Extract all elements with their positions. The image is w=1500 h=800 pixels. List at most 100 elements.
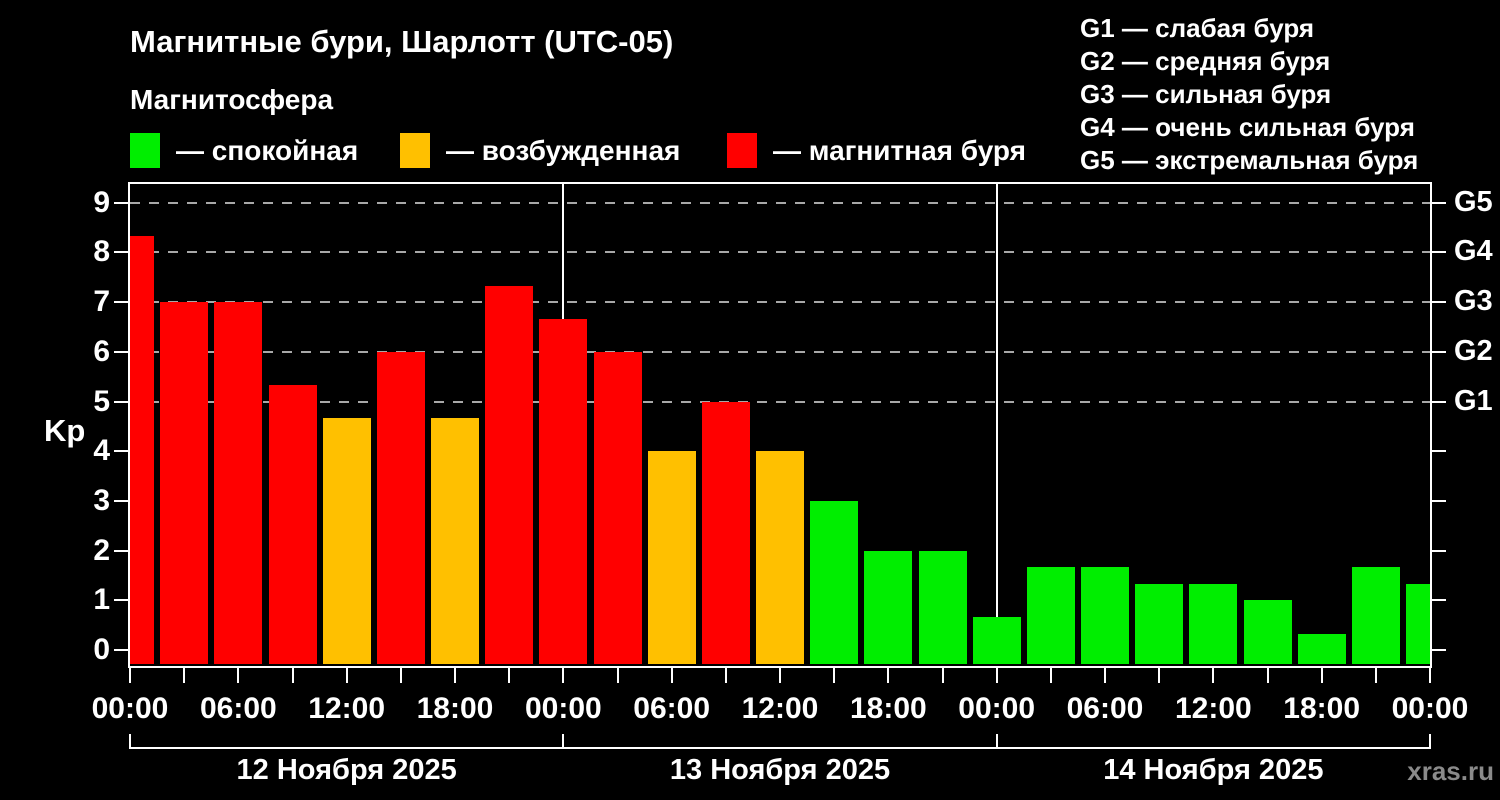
kp-bar — [1081, 567, 1129, 664]
kp-bar — [539, 318, 588, 664]
right-axis-tick — [1432, 350, 1446, 353]
page-title: Магнитные бури, Шарлотт (UTC-05) — [130, 24, 674, 59]
legend-label-storm: — магнитная буря — [773, 135, 1026, 166]
x-axis-tick — [399, 668, 402, 683]
y-axis-tick — [114, 649, 128, 651]
gridline — [130, 400, 1430, 403]
y-tick-label: 0 — [93, 633, 110, 666]
x-axis-tick — [291, 668, 294, 683]
kp-bar — [647, 451, 696, 664]
y-axis-tick — [114, 350, 128, 353]
right-axis-tick — [1432, 599, 1446, 602]
storm-color-swatch — [727, 133, 757, 168]
watermark: xras.ru — [1407, 756, 1494, 786]
right-axis-tick — [1432, 649, 1446, 651]
y-tick-label: 6 — [93, 334, 110, 368]
g-scale-legend: G1 — слабая буря G2 — средняя буря G3 — … — [1080, 12, 1418, 177]
time-label: 18:00 — [416, 692, 494, 725]
day-bracket-tick — [1429, 734, 1431, 749]
y-axis-tick — [114, 499, 128, 502]
kp-bar — [268, 385, 317, 664]
g-axis-label: G2 — [1454, 334, 1493, 367]
x-axis-tick — [129, 668, 131, 683]
kp-bar — [972, 616, 1021, 664]
time-label: 00:00 — [91, 692, 169, 725]
right-axis-tick — [1432, 549, 1446, 552]
g-axis-label: G3 — [1454, 285, 1493, 318]
gridline — [130, 201, 1430, 204]
x-axis-tick — [1158, 668, 1161, 683]
y-axis-tick — [114, 450, 128, 453]
time-label: 06:00 — [1066, 692, 1144, 725]
y-axis-tick — [114, 549, 128, 552]
day-bracket-line — [129, 747, 1431, 749]
y-tick-label: 8 — [93, 235, 110, 269]
g-axis-label: G5 — [1454, 185, 1493, 218]
kp-bar — [810, 500, 859, 664]
x-axis-tick — [1266, 668, 1269, 683]
x-axis-tick — [724, 668, 727, 683]
legend-label-quiet: — спокойная — [176, 135, 359, 166]
x-axis-tick — [995, 668, 998, 683]
kp-bar — [160, 302, 209, 664]
date-label: 13 Ноября 2025 — [669, 754, 891, 786]
right-axis-tick — [1432, 301, 1446, 304]
plot-area — [128, 182, 1432, 668]
x-axis-tick — [1049, 668, 1052, 683]
g-axis-label: G1 — [1454, 384, 1493, 417]
g-legend-line-g1: G1 — слабая буря — [1080, 13, 1315, 43]
g-axis-label: G4 — [1454, 235, 1493, 268]
x-axis-tick — [941, 668, 944, 683]
excited-color-swatch — [400, 133, 430, 168]
time-label: 18:00 — [1283, 692, 1361, 725]
x-axis-tick — [1212, 668, 1215, 683]
x-axis-tick — [670, 668, 673, 683]
x-axis-tick — [454, 668, 456, 683]
y-axis-tick — [114, 400, 128, 403]
x-axis-tick — [1104, 668, 1106, 683]
x-axis-tick — [1320, 668, 1323, 683]
day-bracket-tick — [129, 734, 131, 749]
y-tick-label: 1 — [93, 583, 110, 617]
kp-bar — [376, 351, 425, 664]
kp-bar — [593, 351, 642, 664]
kp-bar — [1135, 583, 1184, 664]
right-axis-tick — [1432, 499, 1446, 502]
y-axis-tick — [114, 251, 128, 254]
x-axis-tick — [1429, 668, 1431, 683]
time-label: 06:00 — [199, 692, 277, 725]
time-label: 00:00 — [958, 692, 1036, 725]
g-legend-line-g3: G3 — сильная буря — [1080, 79, 1332, 109]
x-axis-tick — [237, 668, 240, 683]
kp-bar — [1406, 583, 1430, 664]
time-label: 18:00 — [849, 692, 927, 725]
kp-bar — [756, 451, 804, 664]
kp-bar — [214, 302, 263, 664]
legend-label-excited: — возбужденная — [446, 135, 681, 166]
gridline — [130, 251, 1430, 254]
x-axis-tick — [616, 668, 619, 683]
kp-bar — [864, 550, 913, 664]
y-axis-title: Kp — [44, 413, 86, 448]
kp-bar — [431, 417, 479, 664]
time-label: 00:00 — [1391, 692, 1469, 725]
time-label: 12:00 — [1174, 692, 1252, 725]
kp-bar — [701, 401, 750, 664]
g-legend-line-g2: G2 — средняя буря — [1080, 46, 1331, 76]
y-axis-tick — [114, 301, 128, 304]
y-tick-label: 2 — [93, 533, 110, 567]
day-bracket-tick — [995, 734, 998, 749]
x-axis-tick — [1374, 668, 1377, 683]
x-axis-tick — [508, 668, 511, 683]
y-axis-tick — [114, 599, 128, 602]
x-axis-tick — [562, 668, 565, 683]
right-axis-tick — [1432, 201, 1446, 204]
x-axis-tick — [779, 668, 781, 683]
y-axis-tick — [114, 201, 128, 204]
right-axis-tick — [1432, 450, 1446, 453]
time-label: 06:00 — [633, 692, 711, 725]
y-tick-label: 3 — [93, 483, 110, 517]
kp-bar — [485, 285, 534, 664]
gridline — [130, 301, 1430, 304]
